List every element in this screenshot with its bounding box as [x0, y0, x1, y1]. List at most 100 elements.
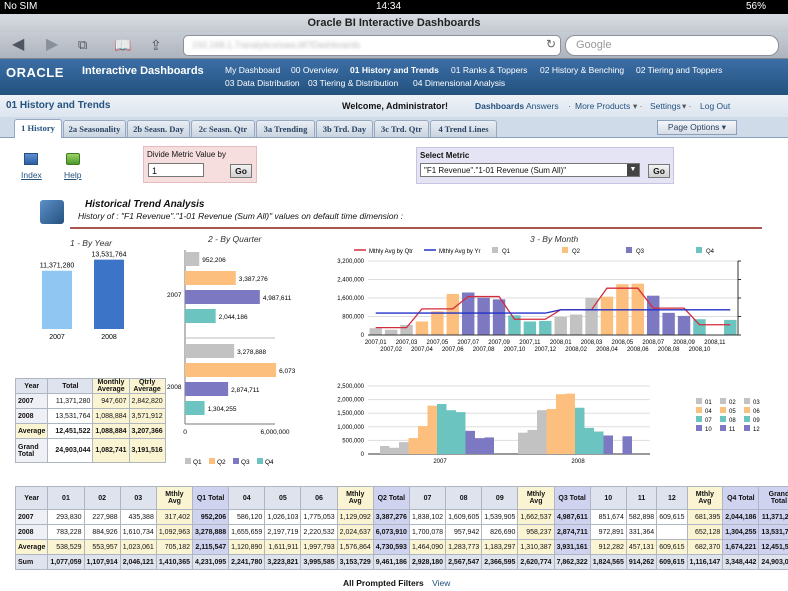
- month-table-cell: 2,241,780: [228, 554, 266, 570]
- logout-link[interactable]: Log Out: [700, 101, 731, 111]
- tab-2c-seasn-qtr[interactable]: 2c Seasn. Qtr: [191, 120, 255, 137]
- month-table-cell: 1,655,659: [228, 524, 266, 540]
- month-table-cell: 1,576,864: [336, 539, 374, 555]
- x-tick-label: 2008,10: [689, 347, 711, 353]
- month-table-header: 10: [589, 486, 627, 510]
- month-table-header: Mthly Avg: [155, 486, 194, 510]
- nav-data-distribution[interactable]: 03 Data Distribution: [225, 78, 300, 88]
- month-bar: [427, 405, 437, 454]
- month-bar: [462, 292, 475, 335]
- more-products-link[interactable]: More Products: [575, 101, 631, 111]
- help-icon[interactable]: [66, 153, 80, 165]
- metric-label: Select Metric: [420, 151, 470, 160]
- month-table-cell: 2,874,711: [553, 524, 591, 540]
- year-bar-label: 11,371,280: [40, 263, 75, 270]
- month-table-header: Mthly Avg: [686, 486, 724, 510]
- tab-2b-seasn-day[interactable]: 2b Seasn. Day: [127, 120, 190, 137]
- url-input[interactable]: 192.168.1.7/analytics/saw.dll?Dashboards…: [183, 35, 561, 56]
- bookmarks-icon[interactable]: 📖: [114, 37, 132, 53]
- reload-icon[interactable]: ↻: [545, 37, 556, 51]
- chevron-down-icon[interactable]: ▼: [627, 164, 639, 176]
- settings-link[interactable]: Settings: [650, 101, 681, 111]
- divide-input[interactable]: 1: [148, 163, 204, 177]
- tab-1-history[interactable]: 1 History: [14, 119, 62, 138]
- nav-ranks-toppers[interactable]: 01 Ranks & Toppers: [451, 65, 528, 75]
- quarter-group-label: 2008: [167, 384, 182, 391]
- share-icon[interactable]: ⇪: [150, 37, 162, 53]
- month-table-cell: 24,903,044: [758, 554, 788, 570]
- month-table-cell: 293,830: [47, 509, 85, 525]
- month-table-cell: 2,928,180: [408, 554, 447, 570]
- year-table-cell: Average: [14, 423, 49, 439]
- month-table-cell: 972,891: [589, 524, 627, 540]
- metric-go-button[interactable]: Go: [648, 164, 670, 178]
- nav-dimensional-analysis[interactable]: 04 Dimensional Analysis: [413, 78, 506, 88]
- month-table-header: 06: [300, 486, 338, 510]
- forward-icon[interactable]: ▶: [46, 36, 59, 53]
- index-link[interactable]: Index: [21, 170, 42, 180]
- nav-tiering-toppers[interactable]: 02 Tiering and Toppers: [636, 65, 723, 75]
- year-table-cell: 2007: [14, 393, 49, 409]
- nav-history-benching[interactable]: 02 History & Benching: [540, 65, 625, 75]
- x-tick-label: 2007,10: [504, 347, 526, 353]
- legend-swatch: [744, 398, 750, 404]
- back-icon[interactable]: ◀: [12, 36, 25, 53]
- dashboards-link[interactable]: Dashboards: [475, 101, 525, 111]
- pages-icon[interactable]: ⧉: [78, 37, 88, 52]
- year-table-header: Qtrly Average: [128, 378, 166, 394]
- nav-tiering-distribution[interactable]: 03 Tiering & Distribution: [308, 78, 399, 88]
- legend-swatch: [720, 407, 726, 413]
- tab-3b-trd-day[interactable]: 3b Trd. Day: [316, 120, 373, 137]
- view-filters-link[interactable]: View: [432, 578, 451, 588]
- legend-label: 11: [729, 427, 736, 433]
- month-table-cell: 1,997,793: [300, 539, 338, 555]
- year-bar: [42, 270, 72, 329]
- quarter-bar: [185, 309, 216, 323]
- legend-swatch: [696, 416, 702, 422]
- month-table-cell: 1,674,221: [722, 539, 760, 555]
- x-tick-label: 2008: [571, 459, 585, 465]
- legend-label: 08: [729, 418, 736, 424]
- tab-4-trend-lines[interactable]: 4 Trend Lines: [430, 120, 497, 137]
- month-table-header: 02: [83, 486, 121, 510]
- month-bar: [465, 430, 475, 454]
- nav-history-trends[interactable]: 01 History and Trends: [350, 65, 439, 75]
- month-bar: [677, 315, 691, 335]
- tab-2a-seasonality[interactable]: 2a Seasonality: [63, 120, 126, 137]
- x-tick-label: 2008,02: [565, 347, 587, 353]
- nav-my-dashboard[interactable]: My Dashboard: [225, 65, 281, 75]
- tab-3c-trd-qtr[interactable]: 3c Trd. Qtr: [374, 120, 429, 137]
- page-options-button[interactable]: Page Options ▾: [657, 120, 737, 135]
- x-tick-label: 2007,07: [457, 340, 479, 346]
- month-table-cell: 681,395: [686, 509, 724, 525]
- tab-3a-trending[interactable]: 3a Trending: [256, 120, 315, 137]
- month-table-cell: 11,371,280: [758, 509, 788, 525]
- month-table-cell: 884,926: [83, 524, 121, 540]
- month-table-cell: 457,131: [625, 539, 658, 555]
- metric-select[interactable]: "F1 Revenue"."1-01 Revenue (Sum All)" ▼: [420, 163, 640, 177]
- month-table-cell: 609,615: [656, 509, 688, 525]
- x-tick-label: 2007,09: [488, 340, 510, 346]
- quarter-bar-label: 4,987,611: [263, 295, 292, 302]
- month-bar: [389, 447, 399, 454]
- search-input[interactable]: Google: [565, 35, 779, 56]
- legend-swatch: [696, 398, 702, 404]
- month-bar: [431, 311, 444, 335]
- divide-go-button[interactable]: Go: [230, 164, 252, 178]
- help-link[interactable]: Help: [64, 170, 82, 180]
- index-icon[interactable]: [24, 153, 38, 165]
- legend-label: Q1: [193, 459, 202, 466]
- legend-swatch: [185, 458, 191, 464]
- nav-overview[interactable]: 00 Overview: [291, 65, 339, 75]
- month-table-cell: 1,077,059: [47, 554, 85, 570]
- chart2-title: 2 - By Quarter: [208, 234, 262, 244]
- month-bar: [415, 321, 429, 335]
- month-table-header: Q3 Total: [553, 486, 591, 510]
- month-bar: [527, 429, 537, 454]
- month-bar: [369, 328, 382, 335]
- answers-link[interactable]: Answers: [526, 101, 559, 111]
- app-title: Interactive Dashboards: [82, 65, 204, 77]
- y-tick-label: 1,000,000: [337, 425, 364, 431]
- month-bar: [556, 394, 566, 454]
- table-row: Sum 1,077,059 1,107,914 2,046,121 1,410,365 4…: [14, 554, 788, 570]
